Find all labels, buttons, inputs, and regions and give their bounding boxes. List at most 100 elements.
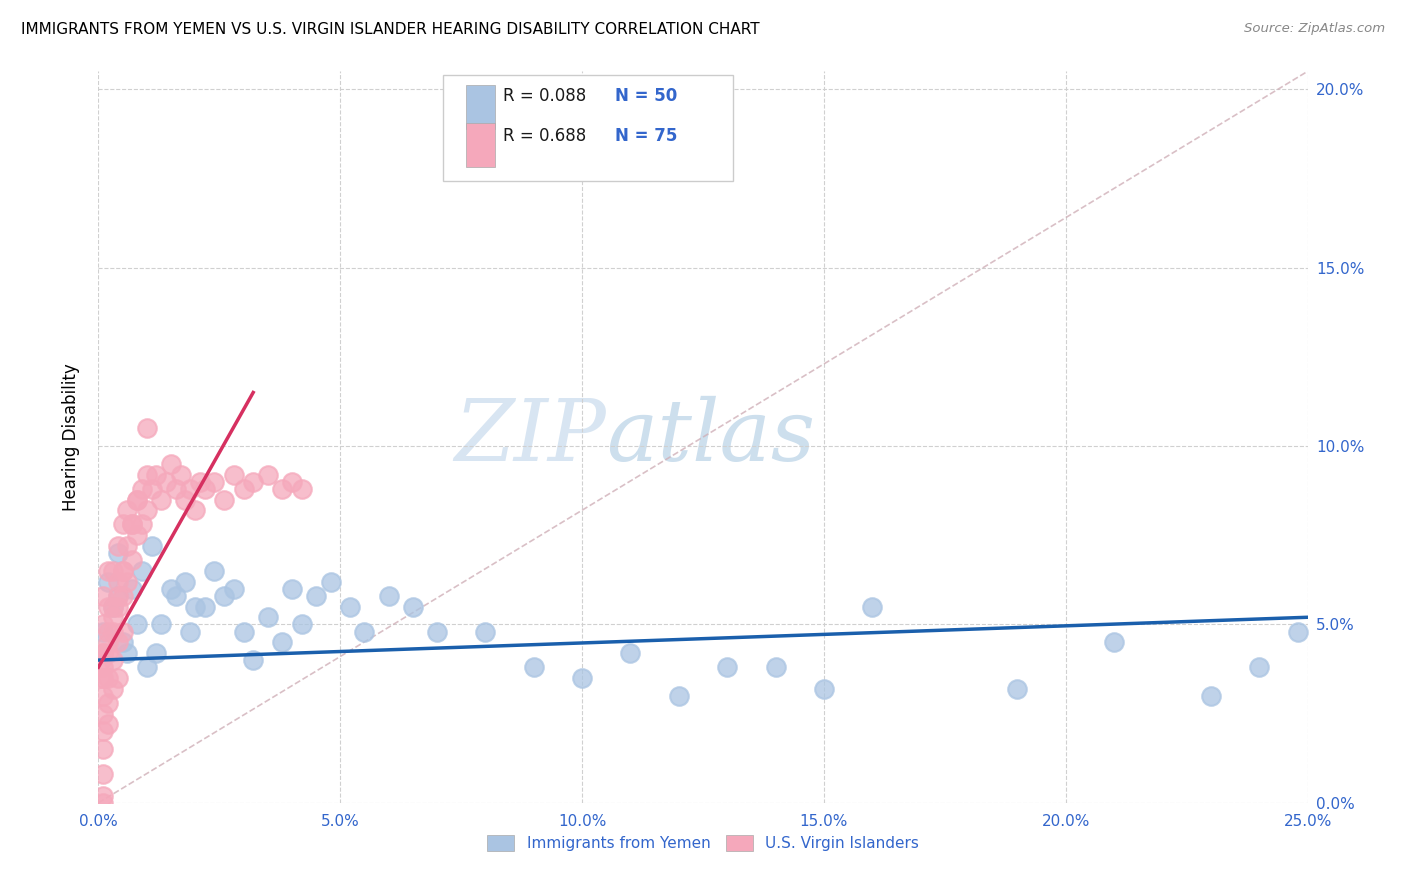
Point <box>155 475 177 489</box>
Point <box>91 646 114 660</box>
Point <box>339 599 361 614</box>
Point <box>179 624 201 639</box>
Point <box>474 624 496 639</box>
Y-axis label: Hearing Disability: Hearing Disability <box>62 363 80 511</box>
Point <box>91 724 114 739</box>
Point <box>256 610 278 624</box>
Point <box>319 574 342 589</box>
Point <box>91 767 114 781</box>
Point <box>1249 660 1271 674</box>
Text: N = 75: N = 75 <box>614 127 678 145</box>
Point <box>111 624 134 639</box>
Point <box>150 492 173 507</box>
Point <box>117 646 139 660</box>
Point <box>141 539 163 553</box>
Text: Source: ZipAtlas.com: Source: ZipAtlas.com <box>1244 22 1385 36</box>
Point <box>222 582 245 596</box>
Point <box>101 681 124 696</box>
Point <box>169 467 191 482</box>
Point <box>1199 689 1222 703</box>
Point <box>131 517 153 532</box>
Point <box>107 599 129 614</box>
Point <box>619 646 641 660</box>
Point <box>281 582 304 596</box>
Point <box>135 503 157 517</box>
Point <box>111 564 134 578</box>
Legend: Immigrants from Yemen, U.S. Virgin Islanders: Immigrants from Yemen, U.S. Virgin Islan… <box>481 830 925 857</box>
Point <box>353 624 375 639</box>
Text: atlas: atlas <box>606 396 815 478</box>
Point <box>305 589 328 603</box>
Point <box>117 539 139 553</box>
Point <box>91 689 114 703</box>
Point <box>765 660 787 674</box>
Point <box>813 681 835 696</box>
Point <box>135 467 157 482</box>
Point <box>107 589 129 603</box>
Text: N = 50: N = 50 <box>614 87 676 105</box>
Point <box>107 671 129 685</box>
Point <box>174 574 197 589</box>
Text: R = 0.088: R = 0.088 <box>503 87 586 105</box>
Point <box>101 610 124 624</box>
Point <box>160 457 183 471</box>
Point <box>271 635 294 649</box>
Point <box>107 539 129 553</box>
Point <box>1007 681 1029 696</box>
Point <box>860 599 883 614</box>
Point <box>165 589 187 603</box>
Point <box>91 706 114 721</box>
Point <box>91 742 114 756</box>
Point <box>204 475 226 489</box>
Point <box>111 635 134 649</box>
Text: ZIP: ZIP <box>454 396 606 478</box>
Point <box>145 467 167 482</box>
Point <box>571 671 593 685</box>
Point <box>97 624 120 639</box>
Point <box>174 492 197 507</box>
Point <box>135 660 157 674</box>
Point <box>402 599 425 614</box>
Point <box>107 635 129 649</box>
Point <box>377 589 399 603</box>
Point <box>90 653 112 667</box>
Point <box>212 492 235 507</box>
Point <box>204 564 226 578</box>
Point <box>194 599 217 614</box>
Point <box>290 482 312 496</box>
Point <box>101 653 124 667</box>
Point <box>101 599 124 614</box>
Point <box>91 789 114 803</box>
Point <box>121 553 143 567</box>
Point <box>97 635 120 649</box>
Point <box>127 617 149 632</box>
Point <box>426 624 449 639</box>
Point <box>135 421 157 435</box>
Point <box>91 796 114 810</box>
Point <box>127 492 149 507</box>
Point <box>131 482 153 496</box>
FancyBboxPatch shape <box>465 123 495 167</box>
Point <box>117 574 139 589</box>
Point <box>101 564 124 578</box>
Point <box>91 660 114 674</box>
Text: IMMIGRANTS FROM YEMEN VS U.S. VIRGIN ISLANDER HEARING DISABILITY CORRELATION CHA: IMMIGRANTS FROM YEMEN VS U.S. VIRGIN ISL… <box>21 22 759 37</box>
Point <box>141 482 163 496</box>
Point <box>101 624 124 639</box>
Point <box>91 589 114 603</box>
Point <box>111 589 134 603</box>
Point <box>232 482 254 496</box>
FancyBboxPatch shape <box>443 75 734 181</box>
Point <box>222 467 245 482</box>
Point <box>111 517 134 532</box>
Point <box>716 660 738 674</box>
Point <box>256 467 278 482</box>
Point <box>212 589 235 603</box>
Point <box>107 589 129 603</box>
Point <box>179 482 201 496</box>
Point <box>184 503 207 517</box>
Point <box>97 671 120 685</box>
Point <box>91 624 114 639</box>
Point <box>150 617 173 632</box>
Point <box>111 564 134 578</box>
